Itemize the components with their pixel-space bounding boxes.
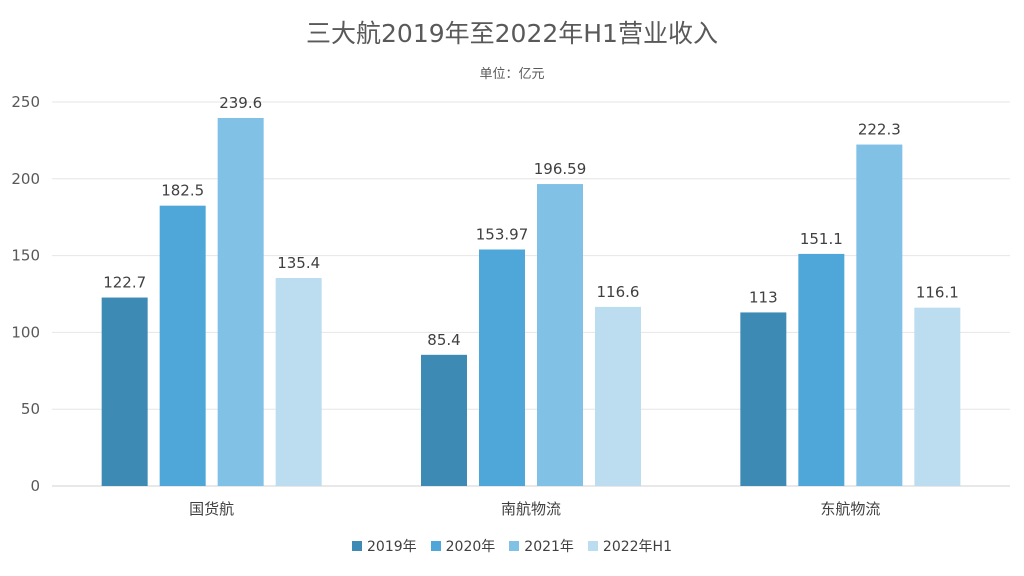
legend-item: 2019年 (352, 536, 417, 556)
data-label: 85.4 (427, 331, 460, 349)
legend-label: 2021年 (524, 539, 574, 555)
legend-item: 2022年H1 (587, 536, 672, 556)
y-tick-label: 0 (30, 477, 40, 495)
bar (479, 249, 525, 486)
bar (217, 117, 264, 487)
legend-swatch (430, 541, 441, 551)
data-label: 122.7 (103, 274, 146, 292)
y-tick-label: 150 (11, 247, 40, 265)
bar (421, 354, 467, 486)
bar (740, 312, 787, 486)
data-label: 116.1 (916, 284, 959, 302)
data-label: 153.97 (476, 226, 529, 244)
legend-item: 2021年 (509, 536, 574, 556)
bar (537, 184, 583, 486)
y-tick-label: 50 (21, 400, 40, 418)
data-label: 151.1 (800, 230, 843, 248)
y-tick-label: 200 (11, 170, 40, 188)
data-label: 116.6 (597, 283, 640, 301)
bar (914, 307, 961, 486)
bar (595, 306, 641, 486)
x-tick-label: 东航物流 (820, 500, 880, 518)
chart-subtitle: 单位：亿元 (479, 67, 545, 82)
chart-title: 三大航2019年至2022年H1营业收入 (306, 19, 718, 48)
legend-item: 2020年 (430, 536, 496, 556)
data-label: 239.6 (219, 94, 262, 112)
legend-swatch (587, 541, 598, 551)
data-label: 113 (749, 288, 778, 306)
y-tick-label: 250 (11, 93, 40, 111)
bar (856, 144, 903, 487)
data-label: 222.3 (858, 121, 901, 139)
data-label: 196.59 (534, 160, 587, 178)
y-tick-label: 100 (11, 323, 40, 341)
legend-label: 2022年H1 (602, 539, 672, 555)
legend-swatch (352, 541, 362, 551)
data-label: 135.4 (277, 254, 320, 272)
bar (101, 297, 148, 486)
bar (798, 253, 845, 486)
bar (275, 278, 322, 486)
bar (159, 205, 206, 486)
x-tick-label: 国货航 (189, 500, 234, 518)
data-label: 182.5 (161, 182, 204, 200)
legend: 2019年 2020年 2021年 2022年H1 (0, 536, 1024, 556)
legend-label: 2019年 (367, 539, 417, 555)
legend-swatch (509, 541, 520, 551)
legend-label: 2020年 (445, 539, 496, 555)
x-tick-label: 南航物流 (501, 500, 561, 518)
